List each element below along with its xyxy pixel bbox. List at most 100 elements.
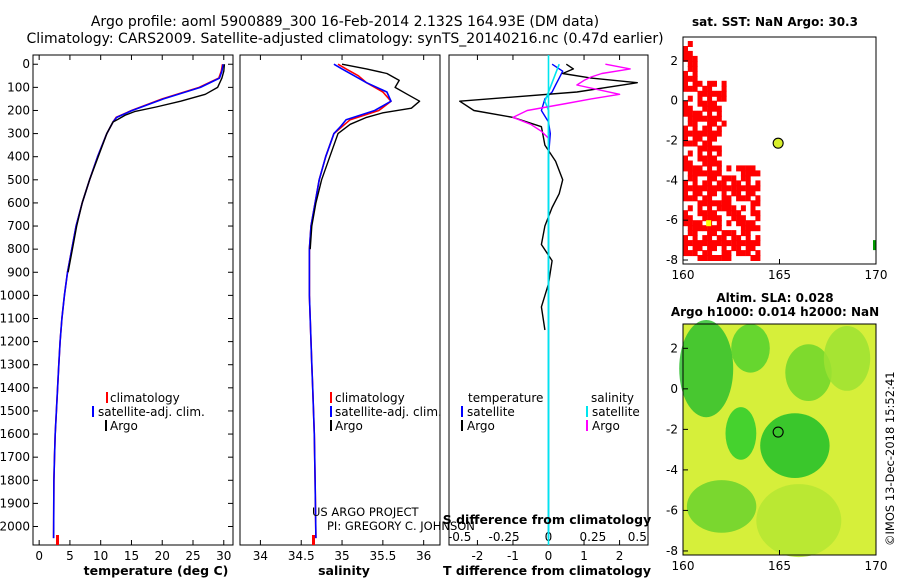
map-y-tick-label: -6: [666, 503, 678, 517]
sst-cell: [692, 220, 698, 227]
sst-cell: [716, 255, 722, 261]
temperature-legend: climatology satellite-adj. clim. Argo: [98, 391, 205, 433]
y-tick-label: 1400: [0, 381, 30, 395]
sst-cell: [721, 80, 727, 87]
sst-cell: [736, 190, 742, 197]
map-y-tick-label: 2: [670, 341, 678, 355]
sst-cell: [721, 190, 727, 197]
sst-cell: [687, 165, 693, 172]
sst-cell: [683, 235, 688, 242]
sst-cell: [736, 250, 742, 257]
sst-cell: [740, 230, 746, 237]
legend-climatology: climatology: [110, 391, 180, 405]
sst-cell: [721, 180, 727, 187]
y-tick-label: 800: [7, 242, 30, 256]
sst-cell: [731, 230, 737, 237]
sst-cell: [702, 170, 708, 177]
legend-satellite-adj: satellite-adj. clim.: [98, 405, 205, 419]
y-tick-label: 200: [7, 103, 30, 117]
sst-cell: [707, 145, 713, 152]
swatch-climatology-s: [330, 392, 332, 403]
sst-cell: [687, 60, 693, 67]
sst-cell: [755, 240, 761, 247]
sst-cell: [692, 240, 698, 247]
swatch-t-satellite: [461, 406, 463, 417]
y-tick-label: 1600: [0, 427, 30, 441]
sst-cell: [707, 140, 713, 147]
sst-cell: [755, 185, 761, 192]
sst-cell: [745, 175, 751, 182]
sst-cell: [707, 80, 713, 87]
legend-t-satellite: satellite: [467, 405, 515, 419]
sst-cell-green: [873, 240, 876, 251]
sst-cell: [731, 205, 737, 212]
sst-cell: [683, 130, 688, 137]
sst-cell: [750, 210, 756, 217]
imos-credit: ©IMOS 13-Dec-2018 15:52:41: [883, 371, 897, 546]
sst-cell: [731, 180, 737, 187]
sst-cell: [755, 235, 761, 242]
sst-cell: [755, 180, 761, 187]
sst-cell: [683, 215, 688, 222]
y-tick-label: 0: [22, 57, 30, 71]
sst-cell: [683, 210, 688, 217]
sst-cell: [736, 165, 742, 172]
sst-cell: [740, 170, 746, 177]
y-tick-label: 2000: [0, 520, 30, 534]
sst-cell: [683, 105, 688, 112]
sst-cell: [716, 150, 722, 157]
map-x-tick-label: 170: [865, 268, 888, 282]
sst-cell: [731, 215, 737, 222]
sst-cell: [683, 195, 688, 202]
x-tick-label: 2: [616, 549, 624, 563]
sst-cell: [702, 125, 708, 132]
sst-cell: [731, 235, 737, 242]
sst-cell: [755, 200, 761, 207]
sst-cell: [683, 125, 688, 132]
sst-cell: [736, 195, 742, 202]
sst-cell: [721, 255, 727, 261]
sst-cell: [750, 200, 756, 207]
x-tick-label: 15: [124, 549, 139, 563]
y-tick-label: 1800: [0, 473, 30, 487]
legend-argo: Argo: [110, 419, 138, 433]
sst-cell: [683, 190, 688, 197]
sst-cell: [697, 185, 703, 192]
sst-cell: [712, 210, 717, 217]
swatch-argo: [105, 420, 107, 431]
sst-cell: [697, 200, 703, 207]
sst-cell: [740, 165, 746, 172]
map-y-tick-label: -2: [666, 134, 678, 148]
sst-cell: [745, 170, 751, 177]
sst-cell: [736, 210, 742, 217]
legend-climatology-s: climatology: [335, 391, 405, 405]
swatch-s-satellite: [586, 406, 588, 417]
sst-cell: [687, 115, 693, 122]
x-tick-label: 25: [185, 549, 200, 563]
sst-cell: [721, 185, 727, 192]
sst-cell: [707, 230, 713, 237]
sst-cell: [692, 80, 698, 87]
sst-cell: [702, 155, 708, 162]
sst-cell: [692, 245, 698, 252]
sst-cell: [687, 95, 693, 102]
salinity-legend: climatology satellite-adj. clim. Argo: [335, 391, 442, 433]
map-x-tick-label: 170: [865, 559, 888, 573]
sst-map-panel: 160 165 170 2 0 -2 -4 -6 -8: [666, 36, 888, 282]
y-tick-label: 500: [7, 173, 30, 187]
map-y-tick-label: -8: [666, 544, 678, 558]
x-tick-label: 1: [580, 549, 588, 563]
sst-cell: [697, 155, 703, 162]
sst-cell: [687, 85, 693, 92]
sst-cell: [697, 100, 703, 107]
x-tick-label: 36: [416, 549, 431, 563]
sst-cell: [755, 170, 761, 177]
sst-map-title: sat. SST: NaN Argo: 30.3: [692, 15, 858, 29]
sst-cell: [697, 110, 703, 117]
sst-cell: [683, 245, 688, 252]
sst-cell: [687, 65, 693, 72]
sst-cell: [716, 205, 722, 212]
y-tick-label: 1200: [0, 335, 30, 349]
sst-cell: [683, 165, 688, 172]
